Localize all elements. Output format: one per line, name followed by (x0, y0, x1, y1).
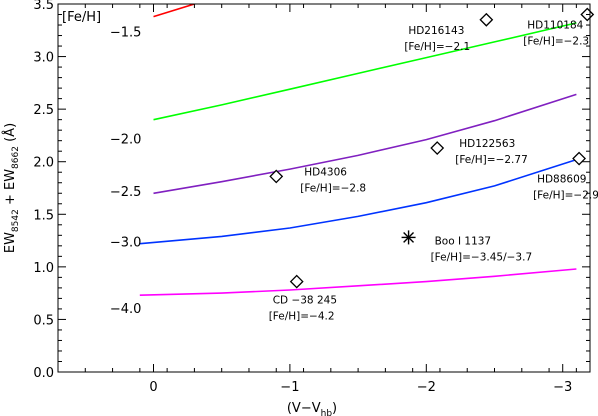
isochrone-label-4: −4.0 (110, 302, 142, 317)
x-axis-label: (V−Vhb) (287, 401, 337, 416)
x-tick-label: 0 (149, 380, 157, 395)
star-name-label: Boo I 1137 (435, 235, 492, 247)
star-feh-label: [Fe/H]=−2.77 (455, 154, 528, 166)
y-tick-label: 3.5 (33, 0, 54, 13)
y-axis-label-part: 8662 (11, 146, 21, 169)
isochrone-labels: −1.5 −2.0 −2.5 −3.0 −4.0 (110, 25, 142, 317)
star-feh-label: [Fe/H]=−2.1 (404, 41, 470, 53)
isochrone-label-2: −2.5 (110, 185, 142, 200)
isochrone-curves (139, 4, 577, 296)
isochrone-line-3 (139, 158, 577, 245)
star-feh-label: [Fe/H]=−2.3 (523, 36, 589, 48)
y-axis-label-part: 8542 (11, 209, 21, 232)
star-name-label: HD110184 (527, 20, 583, 32)
isochrone-label-3: −3.0 (110, 236, 142, 251)
isochrone-line-4 (139, 268, 577, 296)
y-tick-label: 3.0 (33, 51, 54, 66)
x-axis-label-sub: hb (321, 409, 333, 416)
axis-ticks: 0 −1 −2 −3 0.0 0.5 1.0 1.5 2.0 2.5 3.0 3.5 (33, 0, 590, 395)
y-axis-label-part: (Å) (2, 123, 18, 146)
star-name-label: HD4306 (304, 166, 347, 178)
star-marker-diamond (269, 169, 284, 184)
y-axis-label-part: EW (3, 232, 18, 253)
y-tick-label: 2.5 (33, 103, 54, 118)
star-name-label: HD122563 (459, 138, 515, 150)
x-axis-label-close: ) (332, 401, 337, 416)
legend-title: [Fe/H] (62, 10, 101, 25)
star-name-label: HD216143 (408, 25, 464, 37)
y-axis-label: EW8542 + EW8662 (Å) (2, 123, 21, 253)
star-feh-label: [Fe/H]=−2.8 (300, 182, 366, 194)
star-name-label: HD88609 (537, 174, 586, 186)
x-axis-label-main: (V−V (287, 401, 321, 416)
y-tick-label: 0.0 (33, 366, 54, 381)
y-axis-label-part: + EW (3, 169, 18, 209)
y-tick-label: 2.0 (33, 156, 54, 171)
star-name-label: CD −38 245 (273, 295, 337, 307)
star-feh-label: [Fe/H]=−4.2 (269, 311, 335, 323)
star-marker-asterisk (403, 231, 415, 243)
x-tick-label: −1 (280, 380, 299, 395)
isochrone-line-1 (153, 22, 577, 121)
star-marker-diamond (430, 141, 445, 155)
y-tick-label: 0.5 (33, 313, 54, 328)
y-tick-label: 1.5 (33, 208, 54, 223)
isochrone-label-1: −2.0 (110, 133, 142, 148)
y-tick-label: 1.0 (33, 261, 54, 276)
star-marker-diamond (479, 12, 494, 27)
plot-frame (57, 3, 591, 373)
x-tick-label: −3 (553, 380, 572, 395)
isochrone-line-2 (153, 93, 577, 195)
x-tick-label: −2 (417, 380, 436, 395)
isochrone-label-0: −1.5 (110, 25, 142, 40)
star-feh-label: [Fe/H]=−3.45/−3.7 (431, 251, 533, 263)
star-feh-label: [Fe/H]=−2.9 (533, 190, 598, 202)
star-marker-diamond (289, 274, 304, 289)
